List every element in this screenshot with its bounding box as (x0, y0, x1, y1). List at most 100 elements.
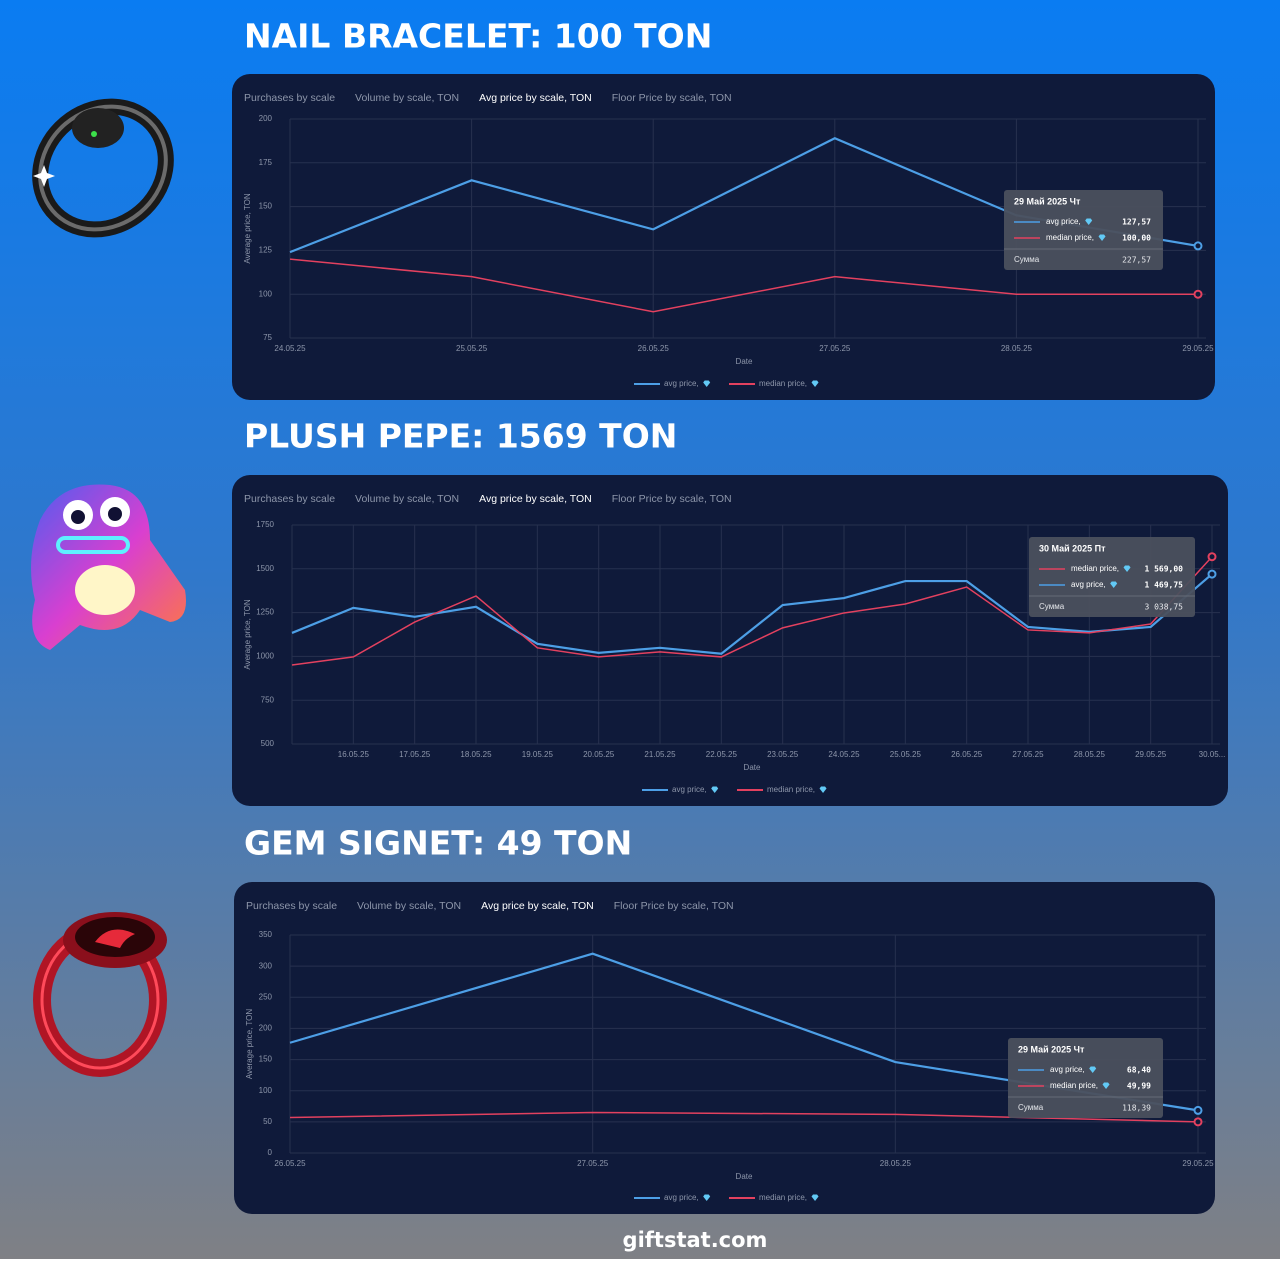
signet-icon (33, 912, 167, 1077)
chart-tab[interactable]: Purchases by scale (244, 493, 335, 505)
tooltip-name: avg price, (1046, 217, 1081, 226)
tooltip-name: median price, (1046, 233, 1094, 242)
y-tick-label: 100 (259, 289, 273, 298)
diamond-icon (703, 380, 711, 387)
y-tick-label: 300 (259, 961, 273, 970)
diamond-icon (711, 786, 719, 793)
tooltip-total-label: Сумма (1018, 1103, 1044, 1112)
y-axis-label: Average price, TON (245, 1009, 254, 1079)
x-tick-label: 27.05.25 (1012, 750, 1044, 759)
x-tick-label: 24.05.25 (274, 344, 306, 353)
x-tick-label: 29.05.25 (1182, 1159, 1214, 1168)
diamond-icon (819, 786, 827, 793)
tooltip-box (1004, 190, 1163, 270)
chart-panel (234, 882, 1215, 1214)
x-tick-label: 28.05.25 (880, 1159, 912, 1168)
series-line (291, 573, 1213, 655)
series-line (289, 1111, 1199, 1123)
chart-tab[interactable]: Volume by scale, TON (355, 493, 459, 505)
diamond-icon (811, 1194, 819, 1201)
y-tick-label: 250 (259, 992, 273, 1001)
y-axis-label: Average price, TON (243, 193, 252, 263)
series-line (291, 556, 1213, 666)
y-tick-label: 150 (259, 1055, 273, 1064)
diamond-icon (1089, 1066, 1097, 1073)
x-tick-label: 29.05.25 (1135, 750, 1167, 759)
x-tick-label: 28.05.25 (1074, 750, 1106, 759)
diamond-icon (811, 380, 819, 387)
x-tick-label: 16.05.25 (338, 750, 370, 759)
legend-label: avg price, (664, 379, 699, 388)
x-tick-label: 23.05.25 (767, 750, 799, 759)
legend-label: median price, (759, 1193, 807, 1202)
chart-heading: NAIL BRACELET: 100 TON (244, 17, 712, 56)
legend-label: median price, (759, 379, 807, 388)
tooltip-total-label: Сумма (1039, 602, 1065, 611)
x-tick-label: 22.05.25 (706, 750, 738, 759)
y-tick-label: 150 (259, 202, 273, 211)
chart-panel (232, 475, 1228, 806)
y-tick-label: 750 (261, 695, 275, 704)
chart-tab[interactable]: Volume by scale, TON (357, 900, 461, 912)
x-tick-label: 30.05... (1199, 750, 1226, 759)
legend-label: avg price, (664, 1193, 699, 1202)
x-axis-label: Date (736, 1172, 753, 1181)
chart-tab[interactable]: Purchases by scale (244, 92, 335, 104)
x-tick-label: 25.05.25 (456, 344, 488, 353)
diamond-icon (1102, 1082, 1110, 1089)
y-tick-label: 50 (263, 1117, 272, 1126)
end-point (1193, 1117, 1203, 1127)
x-tick-label: 27.05.25 (577, 1159, 609, 1168)
tooltip-total: 227,57 (1122, 256, 1151, 265)
chart-panel (232, 74, 1215, 400)
bracelet-icon (32, 98, 174, 238)
y-tick-label: 1500 (256, 564, 274, 573)
chart-tab[interactable]: Avg price by scale, TON (479, 92, 592, 104)
legend-label: avg price, (672, 785, 707, 794)
tooltip-box (1029, 537, 1195, 617)
x-axis-label: Date (744, 763, 761, 772)
y-tick-label: 125 (259, 246, 273, 255)
tooltip-name: median price, (1050, 1081, 1098, 1090)
diamond-icon (1098, 234, 1106, 241)
chart-tab[interactable]: Avg price by scale, TON (481, 900, 594, 912)
x-tick-label: 26.05.25 (638, 344, 670, 353)
tooltip-value: 100,00 (1122, 234, 1151, 243)
chart-tab[interactable]: Volume by scale, TON (355, 92, 459, 104)
chart-tab[interactable]: Avg price by scale, TON (479, 493, 592, 505)
tooltip-total: 3 038,75 (1144, 603, 1183, 612)
tooltip-value: 49,99 (1127, 1082, 1151, 1091)
tooltip-value: 127,57 (1122, 218, 1151, 227)
x-tick-label: 17.05.25 (399, 750, 431, 759)
y-tick-label: 1000 (256, 652, 274, 661)
y-tick-label: 200 (259, 1024, 273, 1033)
x-tick-label: 28.05.25 (1001, 344, 1033, 353)
tooltip-name: avg price, (1050, 1065, 1085, 1074)
end-point (1207, 552, 1217, 562)
chart-tab[interactable]: Purchases by scale (246, 900, 337, 912)
chart-tab[interactable]: Floor Price by scale, TON (612, 493, 732, 505)
end-point (1207, 569, 1217, 579)
chart-tab[interactable]: Floor Price by scale, TON (614, 900, 734, 912)
tooltip-title: 29 Май 2025 Чт (1014, 196, 1081, 206)
x-tick-label: 19.05.25 (522, 750, 554, 759)
pepe-icon (31, 484, 186, 650)
x-tick-label: 26.05.25 (951, 750, 983, 759)
diamond-icon (703, 1194, 711, 1201)
x-tick-label: 21.05.25 (644, 750, 676, 759)
y-tick-label: 100 (259, 1086, 273, 1095)
tooltip-name: avg price, (1071, 580, 1106, 589)
chart-tab[interactable]: Floor Price by scale, TON (612, 92, 732, 104)
x-tick-label: 29.05.25 (1182, 344, 1214, 353)
diamond-icon (1110, 581, 1118, 588)
legend-label: median price, (767, 785, 815, 794)
diamond-icon (1123, 565, 1131, 572)
tooltip-total-label: Сумма (1014, 255, 1040, 264)
x-tick-label: 20.05.25 (583, 750, 615, 759)
x-axis-label: Date (736, 357, 753, 366)
tooltip-value: 1 469,75 (1144, 581, 1183, 590)
diamond-icon (1085, 218, 1093, 225)
x-tick-label: 24.05.25 (828, 750, 860, 759)
end-point (1193, 241, 1203, 251)
